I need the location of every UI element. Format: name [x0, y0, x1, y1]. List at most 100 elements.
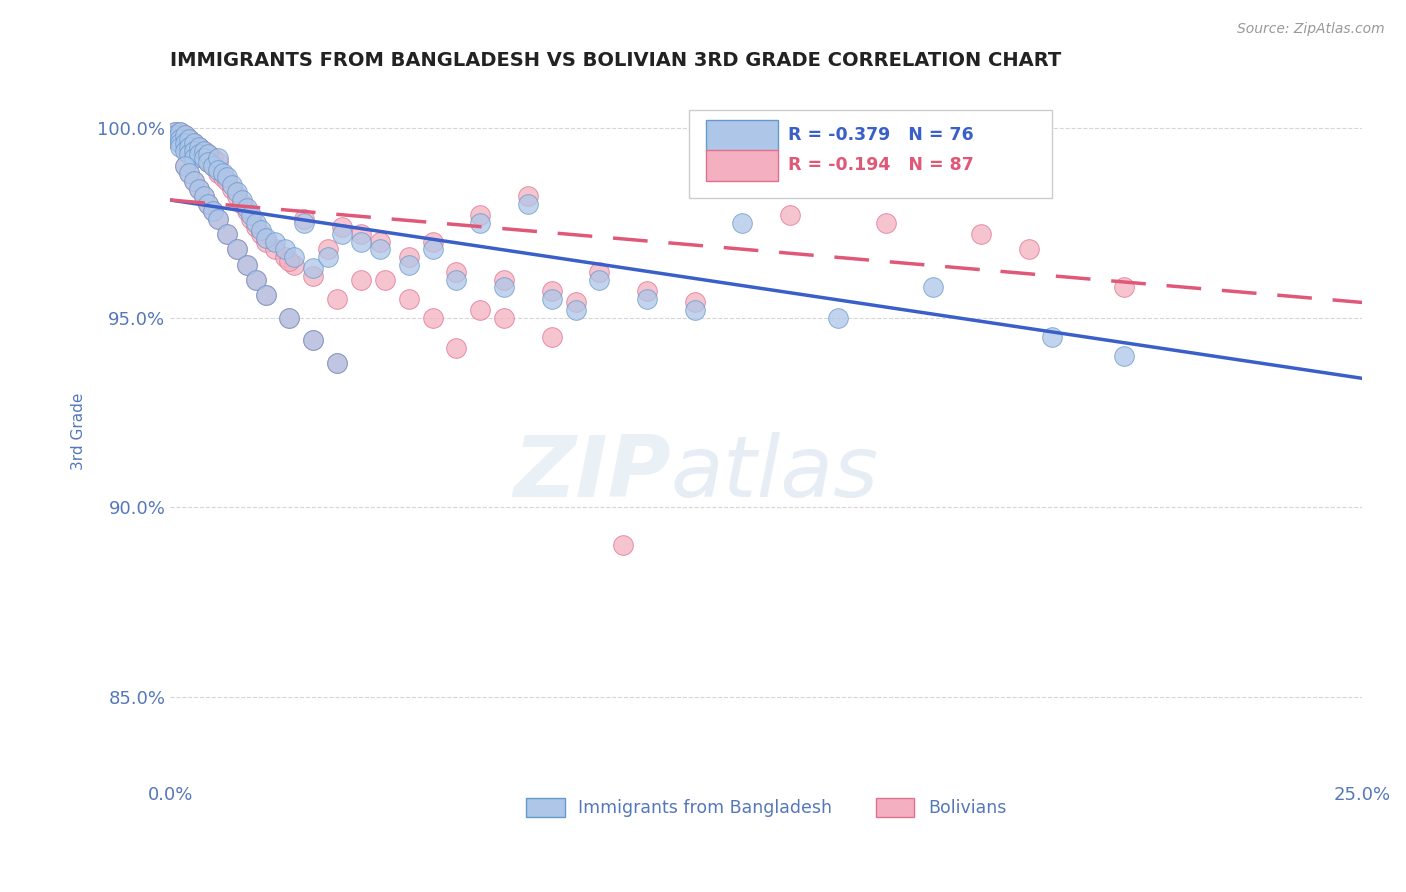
Point [302, 334, 325, 348]
Point [173, 132, 195, 146]
Point [316, 243, 339, 257]
Point [183, 136, 205, 150]
Point [163, 125, 186, 139]
Point [226, 243, 249, 257]
Point [827, 310, 849, 325]
Point [564, 303, 586, 318]
Point [564, 295, 586, 310]
Point [193, 144, 215, 158]
Point [516, 189, 538, 203]
Point [202, 159, 225, 173]
Point [302, 268, 325, 283]
Point [197, 196, 219, 211]
Point [683, 295, 706, 310]
Point [231, 193, 253, 207]
FancyBboxPatch shape [706, 120, 779, 151]
Point [368, 243, 391, 257]
Text: R = -0.379   N = 76: R = -0.379 N = 76 [787, 126, 973, 144]
Point [636, 284, 658, 298]
Point [422, 235, 444, 249]
Point [254, 231, 277, 245]
Point [316, 250, 339, 264]
Point [193, 151, 215, 165]
Point [612, 538, 634, 552]
Point [492, 310, 515, 325]
Point [250, 223, 273, 237]
Point [292, 211, 315, 226]
Point [330, 227, 353, 242]
Point [240, 211, 263, 226]
Point [588, 273, 610, 287]
Point [540, 329, 562, 343]
Point [922, 280, 945, 294]
Point [173, 144, 195, 158]
Point [183, 136, 205, 150]
Point [187, 140, 209, 154]
Point [163, 132, 186, 146]
Point [217, 174, 239, 188]
Point [169, 132, 191, 146]
Point [221, 178, 243, 192]
Point [588, 265, 610, 279]
Point [326, 292, 349, 306]
Point [169, 140, 191, 154]
Text: IMMIGRANTS FROM BANGLADESH VS BOLIVIAN 3RD GRADE CORRELATION CHART: IMMIGRANTS FROM BANGLADESH VS BOLIVIAN 3… [170, 51, 1062, 70]
Point [446, 265, 468, 279]
Point [731, 216, 754, 230]
Point [875, 216, 897, 230]
Point [197, 147, 219, 161]
Point [398, 250, 420, 264]
Point [231, 196, 253, 211]
Point [202, 151, 225, 165]
Point [470, 216, 492, 230]
Point [245, 219, 267, 234]
Point [173, 136, 195, 150]
Point [398, 258, 420, 272]
Point [240, 208, 263, 222]
Point [235, 204, 257, 219]
Point [302, 334, 325, 348]
Point [683, 303, 706, 318]
Point [217, 170, 239, 185]
Point [278, 253, 301, 268]
Point [207, 166, 229, 180]
Point [374, 273, 396, 287]
Point [163, 132, 186, 146]
Point [193, 189, 215, 203]
Point [169, 125, 191, 139]
Point [226, 189, 249, 203]
Point [235, 201, 257, 215]
Text: Source: ZipAtlas.com: Source: ZipAtlas.com [1237, 22, 1385, 37]
Point [187, 181, 209, 195]
Point [492, 280, 515, 294]
Point [221, 181, 243, 195]
Point [446, 341, 468, 355]
FancyBboxPatch shape [706, 150, 779, 181]
Point [492, 273, 515, 287]
Point [422, 310, 444, 325]
Point [173, 159, 195, 173]
Point [179, 144, 201, 158]
Point [163, 128, 186, 143]
Point [187, 147, 209, 161]
Point [779, 208, 801, 222]
Text: R = -0.194   N = 87: R = -0.194 N = 87 [787, 156, 973, 174]
Point [1042, 329, 1064, 343]
Point [273, 250, 295, 264]
Point [193, 151, 215, 165]
Point [169, 132, 191, 146]
Point [235, 258, 257, 272]
Point [245, 273, 267, 287]
Point [169, 136, 191, 150]
Point [202, 204, 225, 219]
Point [540, 284, 562, 298]
Point [187, 147, 209, 161]
Point [264, 235, 287, 249]
Point [179, 166, 201, 180]
Point [235, 258, 257, 272]
Point [292, 216, 315, 230]
Point [350, 235, 373, 249]
Point [163, 128, 186, 143]
Point [183, 174, 205, 188]
Point [179, 132, 201, 146]
